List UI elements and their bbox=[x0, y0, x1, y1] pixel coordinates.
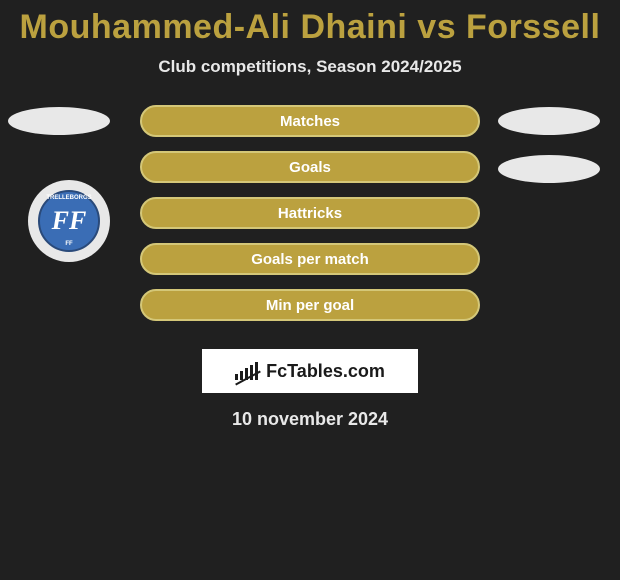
stat-row-matches: Matches bbox=[0, 105, 620, 137]
stat-row-mpg: Min per goal bbox=[0, 289, 620, 321]
stat-pill: Hattricks bbox=[140, 197, 480, 229]
left-value-oval bbox=[8, 107, 110, 135]
right-value-oval bbox=[498, 155, 600, 183]
logo-text: FcTables.com bbox=[266, 361, 385, 382]
stat-label: Min per goal bbox=[266, 297, 354, 314]
badge-inner: TRELLEBORGS FF FF bbox=[38, 190, 100, 252]
stat-pill: Matches bbox=[140, 105, 480, 137]
stat-label: Hattricks bbox=[278, 205, 342, 222]
right-value-oval bbox=[498, 107, 600, 135]
stat-label: Matches bbox=[280, 113, 340, 130]
stat-pill: Goals bbox=[140, 151, 480, 183]
page-subtitle: Club competitions, Season 2024/2025 bbox=[158, 57, 461, 77]
stat-pill: Goals per match bbox=[140, 243, 480, 275]
main-container: Mouhammed-Ali Dhaini vs Forssell Club co… bbox=[0, 0, 620, 580]
stat-row-goals: Goals bbox=[0, 151, 620, 183]
stat-pill: Min per goal bbox=[140, 289, 480, 321]
stat-label: Goals per match bbox=[251, 251, 369, 268]
stat-label: Goals bbox=[289, 159, 331, 176]
badge-team-name: TRELLEBORGS bbox=[46, 195, 91, 201]
badge-ff: FF bbox=[52, 206, 87, 236]
source-logo: FcTables.com bbox=[202, 349, 418, 393]
team-badge: TRELLEBORGS FF FF bbox=[28, 180, 110, 262]
badge-suffix-label: FF bbox=[65, 241, 72, 247]
page-title: Mouhammed-Ali Dhaini vs Forssell bbox=[20, 8, 601, 47]
date-label: 10 november 2024 bbox=[232, 409, 388, 430]
